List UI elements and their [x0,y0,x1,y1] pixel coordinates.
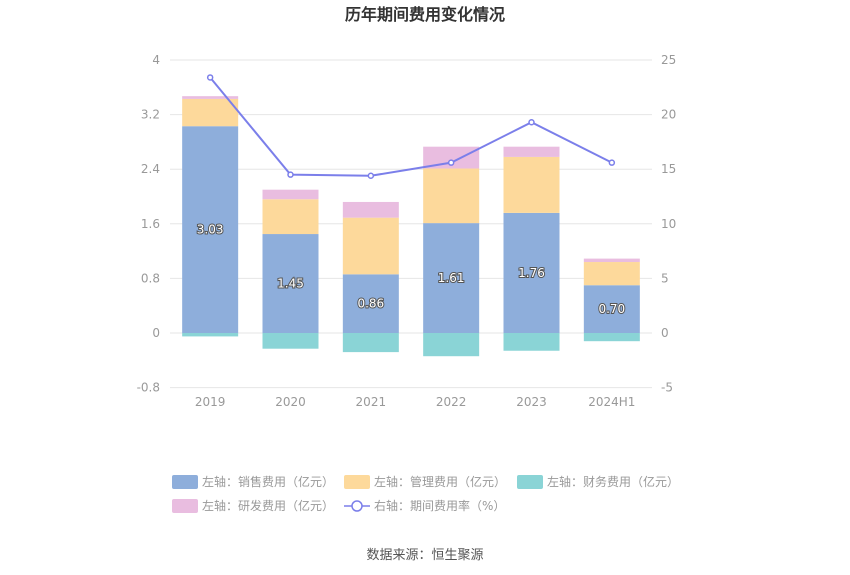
left-tick-label: 2.4 [141,162,160,176]
right-tick-label: 25 [661,53,676,67]
legend-item[interactable]: 右轴：期间费用率（%） [344,498,505,513]
bar-segment[interactable] [262,234,319,333]
legend[interactable]: 左轴：销售费用（亿元） 左轴：管理费用（亿元） 左轴：财务费用（亿元） 左轴：研发费用… [172,474,679,513]
left-tick-label: 3.2 [141,108,160,122]
legend-item[interactable]: 左轴：管理费用（亿元） [344,474,506,489]
bar-segment[interactable] [182,96,239,99]
bar-value-label: 1.76 [518,266,545,280]
right-tick-label: 15 [661,162,676,176]
line-point[interactable] [206,74,214,81]
bar-segment[interactable] [503,212,560,333]
x-tick-label: 2021 [356,395,387,409]
legend-label: 左轴：研发费用（亿元） [202,498,334,513]
left-tick-label: 0 [152,326,160,340]
right-axis: -5 0 5 10 15 20 25 [661,53,676,395]
bar-segment[interactable] [182,126,239,333]
bar-segment[interactable] [342,333,399,353]
legend-item[interactable]: 左轴：研发费用（亿元） [172,498,334,513]
bar-segment[interactable] [503,333,560,351]
x-axis: 2019 2020 2021 2022 2023 2024H1 [195,395,636,409]
bar-value-label: 1.61 [438,271,465,285]
right-tick-label: 20 [661,108,676,122]
line-series [206,74,616,180]
legend-item[interactable]: 左轴：财务费用（亿元） [517,474,679,489]
legend-marker [351,500,363,512]
x-tick-label: 2022 [436,395,467,409]
bar-segment[interactable] [423,146,480,169]
x-tick-label: 2024H1 [588,395,635,409]
legend-item[interactable]: 左轴：销售费用（亿元） [172,474,334,489]
bar-segment[interactable] [583,262,640,286]
chart-title: 历年期间费用变化情况 [345,5,505,24]
legend-swatch [344,475,370,489]
left-tick-label: 1.6 [141,217,160,231]
bar-segment[interactable] [503,156,560,213]
bar-value-label: 1.45 [277,277,304,291]
bar-labels: 3.03 1.45 0.86 1.61 1.76 0.70 [196,222,626,318]
bar-value-label: 3.03 [197,223,224,237]
source-note: 数据来源：恒生聚源 [366,548,483,563]
left-tick-label: 0.8 [141,271,160,285]
rate-line [209,76,613,177]
right-tick-label: 10 [661,217,676,231]
legend-label: 左轴：销售费用（亿元） [202,474,334,489]
bar-segment[interactable] [423,168,480,224]
right-tick-label: 5 [661,271,669,285]
bar-value-label: 0.70 [598,302,625,316]
left-tick-label: 4 [152,53,160,67]
right-tick-label: -5 [661,381,673,395]
bar-segment[interactable] [262,189,319,200]
x-tick-label: 2020 [275,395,306,409]
grid [170,59,652,389]
x-tick-label: 2019 [195,395,226,409]
bar-segment[interactable] [262,199,319,235]
bar-segment[interactable] [342,274,399,333]
x-tick-label: 2023 [516,395,547,409]
line-point[interactable] [528,118,535,126]
bar-segment[interactable] [342,217,399,275]
legend-swatch [172,475,198,489]
legend-label: 左轴：管理费用（亿元） [374,474,506,489]
bar-segment[interactable] [423,223,480,333]
legend-label: 右轴：期间费用率（%） [374,498,505,513]
line-point[interactable] [447,159,455,166]
bar-segment[interactable] [182,98,239,127]
legend-swatch [517,475,543,489]
legend-swatch [172,499,198,513]
bar-value-label: 0.86 [357,297,384,311]
bar-segment[interactable] [423,333,480,357]
bar-segment[interactable] [262,333,319,349]
bar-segment[interactable] [583,333,640,342]
legend-label: 左轴：财务费用（亿元） [547,474,679,489]
line-point[interactable] [287,171,294,178]
bars [182,96,640,357]
bar-segment[interactable] [503,146,560,157]
bar-segment[interactable] [583,285,640,333]
left-axis: -0.8 0 0.8 1.6 2.4 3.2 4 [137,53,160,395]
left-tick-label: -0.8 [137,381,160,395]
line-point[interactable] [367,172,375,180]
bar-segment[interactable] [583,258,640,263]
line-point[interactable] [608,159,616,166]
right-tick-label: 0 [661,326,669,340]
bar-segment[interactable] [342,201,399,218]
bar-segment[interactable] [182,333,239,337]
